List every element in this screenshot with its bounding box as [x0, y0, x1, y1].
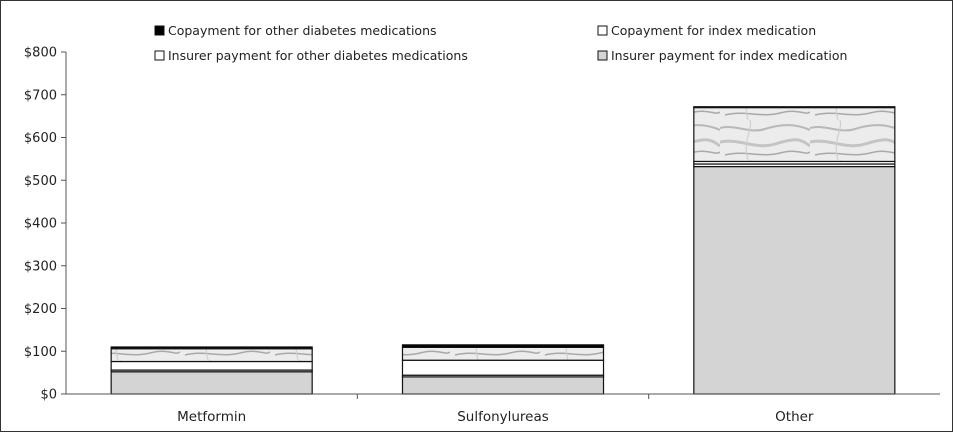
legend-swatch — [597, 25, 608, 36]
bar-segment — [110, 346, 313, 350]
legend-label: Copayment for index medication — [611, 23, 816, 38]
y-axis: $0 $100 $200 $300 $400 $500 $600 $700 $800 — [24, 46, 67, 403]
bar-segment — [110, 360, 313, 371]
y-tick-label: $600 — [24, 131, 57, 146]
y-tick-label: $300 — [24, 259, 57, 274]
y-tick-label: $800 — [24, 46, 57, 61]
y-tick-label: $0 — [40, 388, 57, 403]
bar-segment — [401, 376, 605, 395]
x-axis: Metformin Sulfonylureas Other — [66, 393, 940, 425]
legend-swatch — [154, 50, 165, 61]
x-tick-label: Other — [775, 409, 814, 425]
y-tick-label: $400 — [24, 217, 57, 232]
bar-segment — [110, 371, 313, 395]
x-tick-label: Sulfonylureas — [457, 409, 549, 425]
y-tick-label: $200 — [24, 302, 57, 317]
bars — [110, 106, 896, 395]
bar-segment — [693, 165, 896, 395]
bar-segment — [401, 344, 605, 349]
bar-segment — [401, 346, 605, 361]
bar-segment — [401, 359, 605, 376]
y-tick-label: $700 — [24, 88, 57, 103]
y-tick-label: $500 — [24, 174, 57, 189]
legend-label: Copayment for other diabetes medications — [168, 23, 437, 38]
bar-segment — [693, 106, 896, 163]
y-tick-label: $100 — [24, 345, 57, 360]
legend-label: Insurer payment for other diabetes medic… — [168, 48, 468, 63]
x-tick-label: Metformin — [177, 409, 246, 425]
legend-swatch — [154, 25, 165, 36]
bar-segment — [693, 106, 896, 109]
legend-swatch — [597, 50, 608, 61]
legend: Copayment for other diabetes medications… — [154, 23, 847, 63]
bar-segment — [110, 348, 313, 363]
legend-label: Insurer payment for index medication — [611, 48, 847, 63]
